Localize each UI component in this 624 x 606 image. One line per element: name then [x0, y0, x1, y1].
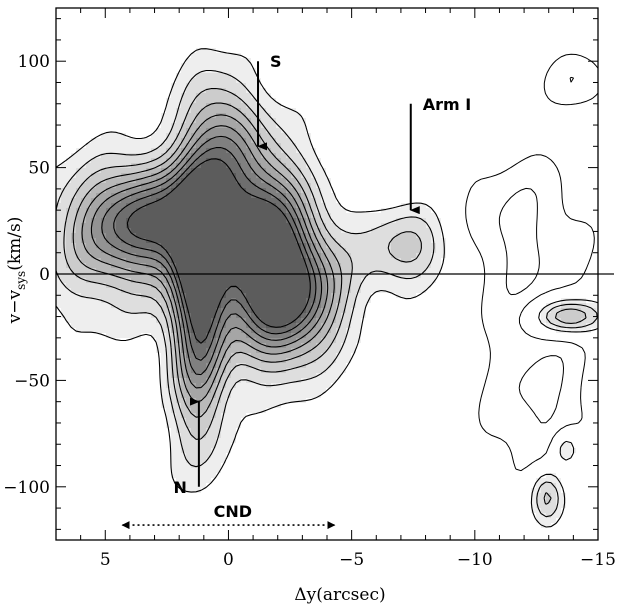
annotation-s: S [270, 52, 282, 71]
x-axis-title: Δy(arcsec) [294, 585, 385, 605]
y-tick-label: 50 [28, 159, 50, 179]
y-axis-title-unit: (km/s) [5, 217, 25, 271]
annotation-cnd: CND [214, 502, 252, 521]
contour-line-6 [90, 125, 329, 389]
x-tick-label: −10 [457, 550, 493, 570]
x-tick-label: −5 [339, 550, 364, 570]
contour-line-5 [81, 114, 335, 403]
y-tick-label: −100 [3, 478, 50, 498]
y-axis-title-sub: sys [14, 271, 28, 290]
x-tick-label: −15 [580, 550, 616, 570]
shade-level-9 [126, 158, 311, 343]
contour-line-1 [56, 48, 598, 528]
negative-contour-2 [498, 76, 575, 424]
negative-contour-1 [465, 53, 598, 472]
plot-area [56, 48, 598, 528]
y-axis-title-main: v−v [5, 290, 25, 325]
annotations: S Arm I N CND [121, 52, 471, 530]
y-axis-title: v−vsys(km/s) [5, 217, 28, 325]
annotation-n: N [174, 478, 187, 497]
contour-line-8 [113, 147, 317, 361]
contour-line-2 [56, 69, 598, 518]
contour-line-7 [101, 135, 323, 376]
x-tick-label: 5 [100, 550, 111, 570]
y-tick-label: 100 [18, 52, 50, 72]
contour-line-9 [126, 158, 311, 344]
y-tick-label: −50 [14, 371, 50, 391]
y-tick-label: 0 [39, 265, 50, 285]
contour-line-3 [63, 87, 587, 505]
annotation-arm-i: Arm I [423, 95, 471, 114]
contour-line-4 [72, 102, 343, 418]
x-tick-label: 0 [223, 550, 234, 570]
